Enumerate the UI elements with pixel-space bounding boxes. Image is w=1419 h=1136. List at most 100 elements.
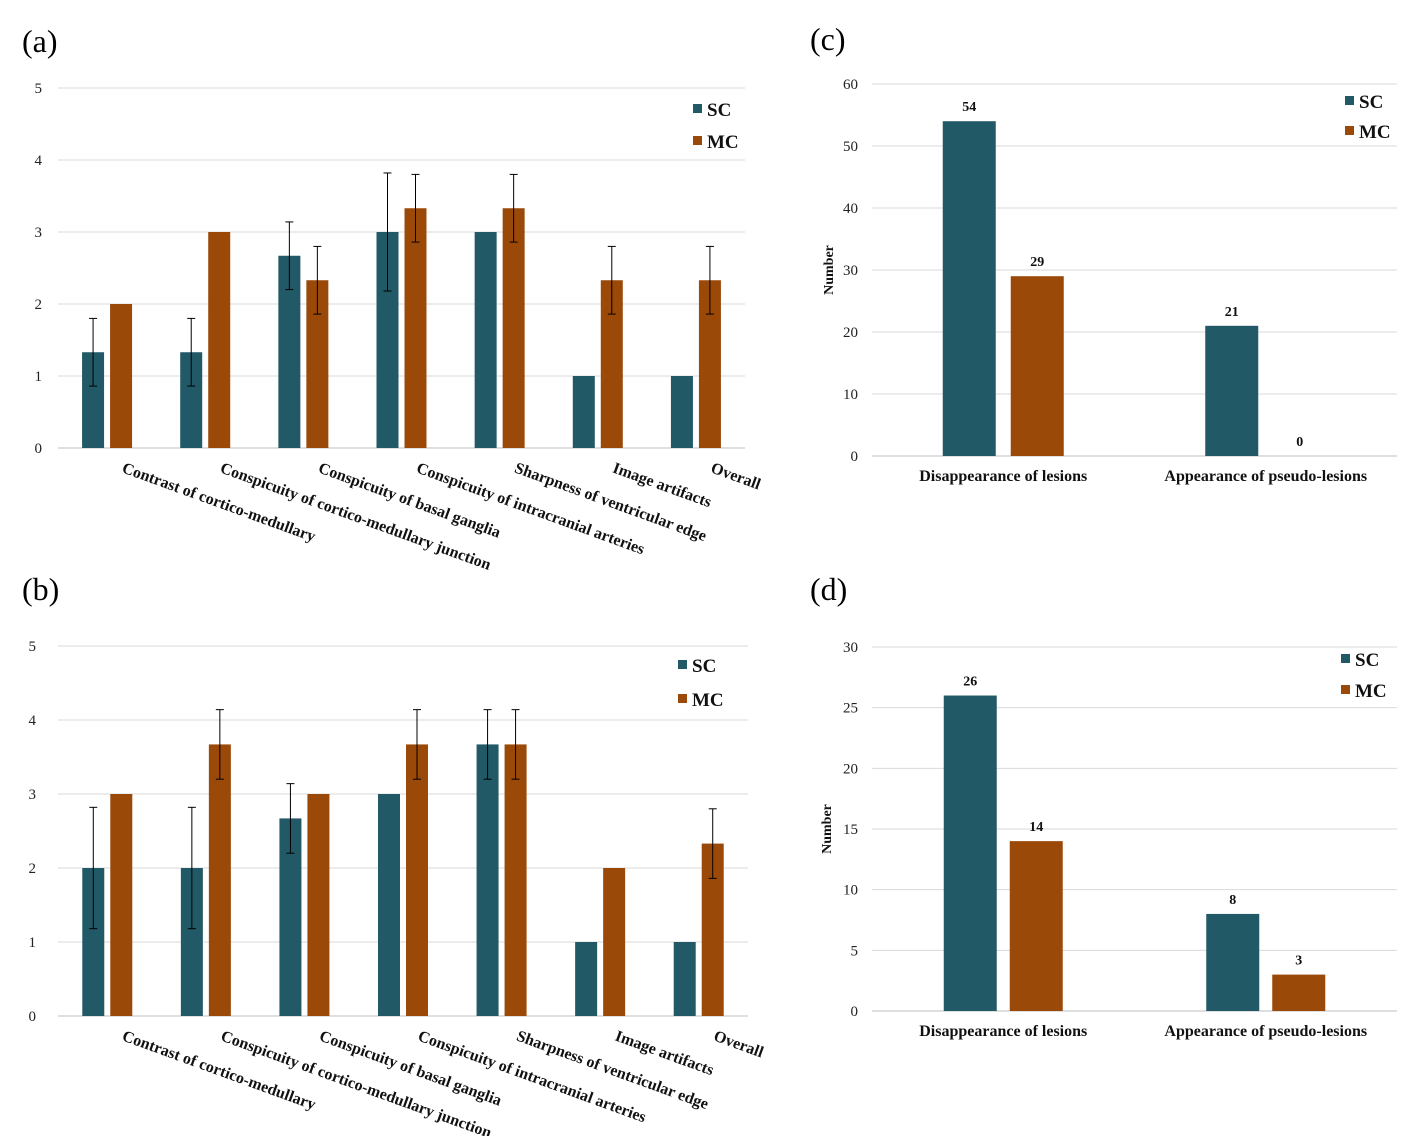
legend-label-mc: MC: [1355, 681, 1387, 702]
y-tick-label: 2: [35, 297, 43, 313]
legend-label-mc: MC: [1359, 122, 1391, 143]
chart-d: 0 5 10 15 20 25 30 Number 26 14 Disappearance of l…: [820, 640, 1397, 1040]
y-tick-label: 10: [843, 883, 858, 899]
chart-c: 0 10 20 30 40 50 60 Number 54 29 Disappearance of …: [822, 77, 1397, 485]
bar-sc: [378, 794, 400, 1016]
bar-sc: [279, 818, 302, 1016]
y-tick-label: 40: [843, 201, 858, 217]
y-tick-label: 0: [29, 1009, 37, 1025]
panel-label-d: (d): [810, 571, 847, 607]
data-label: 3: [1295, 954, 1302, 969]
data-label: 54: [962, 100, 976, 115]
legend-swatch-mc: [678, 694, 687, 703]
y-tick-label: 3: [29, 787, 37, 803]
y-tick-label: 10: [843, 387, 858, 403]
legend-swatch-sc: [693, 104, 702, 113]
y-tick-label: 30: [843, 263, 858, 279]
y-tick-label: 5: [29, 639, 37, 655]
bar-mc: [502, 208, 525, 448]
y-tick-label: 20: [843, 761, 858, 777]
bar-sc: [1205, 325, 1259, 456]
x-tick-label: Disappearance of lesions: [919, 1023, 1087, 1040]
legend-label-sc: SC: [692, 656, 716, 677]
legend-swatch-mc: [693, 136, 702, 145]
y-tick-label: 0: [35, 441, 43, 457]
y-tick-label: 5: [35, 81, 43, 97]
y-tick-label: 1: [29, 935, 37, 951]
bar-mc: [306, 280, 329, 448]
bar-sc: [670, 376, 693, 448]
bar-sc: [1206, 913, 1260, 1011]
bar-sc: [673, 942, 696, 1016]
y-tick-label: 2: [29, 861, 37, 877]
bar-sc: [82, 352, 105, 448]
data-label: 14: [1029, 820, 1043, 835]
bar-mc: [1009, 841, 1063, 1011]
bar-mc: [603, 868, 626, 1016]
bar-mc: [701, 843, 724, 1016]
legend-label-sc: SC: [707, 100, 731, 121]
x-tick-label: Overall: [709, 460, 764, 494]
y-tick-label: 1: [35, 369, 43, 385]
y-tick-label: 25: [843, 701, 858, 717]
y-tick-label: 0: [851, 1004, 859, 1020]
data-label: 0: [1296, 435, 1303, 450]
bar-sc: [278, 255, 301, 448]
y-tick-label: 5: [851, 943, 859, 959]
legend-label-sc: SC: [1359, 92, 1383, 113]
bar-sc: [82, 868, 105, 1016]
bar-mc: [208, 232, 231, 448]
legend-swatch-mc: [1345, 126, 1354, 135]
bar-sc: [180, 868, 203, 1016]
y-tick-label: 15: [843, 822, 858, 838]
bar-mc: [698, 280, 721, 448]
x-tick-label: Appearance of pseudo-lesions: [1164, 468, 1367, 485]
bar-sc: [943, 695, 997, 1011]
legend-label-mc: MC: [707, 132, 739, 153]
bar-sc: [180, 352, 203, 448]
y-tick-label: 4: [29, 713, 37, 729]
bar-mc: [1272, 974, 1326, 1011]
data-label: 8: [1229, 893, 1236, 908]
panel-label-b: (b): [22, 571, 59, 607]
data-label: 29: [1030, 255, 1044, 270]
data-label: 21: [1225, 305, 1239, 320]
bar-sc: [575, 942, 598, 1016]
bar-mc: [1010, 276, 1064, 456]
bar-sc: [572, 376, 595, 448]
y-tick-label: 30: [843, 640, 858, 656]
y-tick-label: 20: [843, 325, 858, 341]
panel-label-a: (a): [22, 23, 58, 59]
bar-mc: [208, 744, 231, 1016]
y-tick-label: 60: [843, 77, 858, 93]
legend-label-sc: SC: [1355, 650, 1379, 671]
bar-mc: [307, 794, 330, 1016]
bar-sc: [376, 232, 399, 448]
bar-mc: [404, 208, 427, 448]
panel-label-c: (c): [810, 21, 846, 57]
y-tick-label: 4: [35, 153, 43, 169]
bar-sc: [474, 232, 497, 448]
bar-mc: [110, 304, 133, 448]
x-tick-label: Overall: [711, 1028, 766, 1062]
x-tick-label: Appearance of pseudo-lesions: [1164, 1023, 1367, 1040]
bar-mc: [406, 744, 428, 1016]
bar-sc: [476, 744, 499, 1016]
y-tick-label: 50: [843, 139, 858, 155]
y-axis-title: Number: [822, 245, 837, 295]
bar-mc: [600, 280, 623, 448]
legend-swatch-mc: [1341, 685, 1350, 694]
legend-label-mc: MC: [692, 690, 724, 711]
bar-mc: [110, 794, 133, 1016]
x-tick-label: Disappearance of lesions: [919, 468, 1087, 485]
legend-swatch-sc: [1345, 96, 1354, 105]
bar-sc: [942, 121, 996, 456]
legend-swatch-sc: [678, 660, 687, 669]
bar-mc: [504, 744, 527, 1016]
y-axis-title: Number: [820, 804, 835, 854]
legend-swatch-sc: [1341, 654, 1350, 663]
